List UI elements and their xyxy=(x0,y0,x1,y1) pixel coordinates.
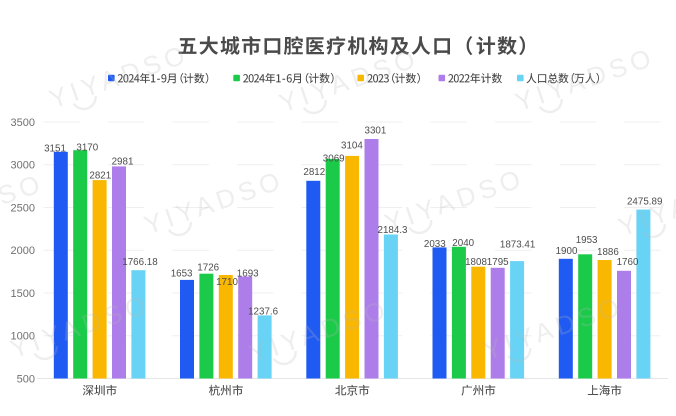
svg-text:2000: 2000 xyxy=(11,245,35,257)
svg-text:3301: 3301 xyxy=(365,125,387,136)
svg-text:1693: 1693 xyxy=(237,268,259,279)
svg-text:2033: 2033 xyxy=(424,239,446,250)
svg-text:3069: 3069 xyxy=(323,154,345,165)
svg-text:2812: 2812 xyxy=(303,167,325,178)
svg-text:2184.3: 2184.3 xyxy=(378,225,409,236)
svg-text:3104: 3104 xyxy=(341,140,363,151)
svg-text:1766.18: 1766.18 xyxy=(122,257,158,268)
svg-text:3500: 3500 xyxy=(11,117,35,129)
svg-text:2500: 2500 xyxy=(11,202,35,214)
svg-text:1886: 1886 xyxy=(597,247,619,258)
svg-text:2981: 2981 xyxy=(112,157,134,168)
svg-text:1953: 1953 xyxy=(576,235,598,246)
svg-text:1726: 1726 xyxy=(197,262,219,273)
svg-text:1873.41: 1873.41 xyxy=(500,240,535,251)
svg-text:3151: 3151 xyxy=(44,143,66,154)
svg-text:1237.6: 1237.6 xyxy=(248,307,279,318)
svg-text:3000: 3000 xyxy=(11,160,35,172)
svg-text:1653: 1653 xyxy=(171,268,193,279)
svg-text:1760: 1760 xyxy=(617,257,639,268)
svg-text:1900: 1900 xyxy=(556,246,578,257)
svg-text:500: 500 xyxy=(17,373,35,385)
svg-text:2821: 2821 xyxy=(89,171,111,182)
svg-text:1710: 1710 xyxy=(216,277,238,288)
svg-text:1795: 1795 xyxy=(487,257,509,268)
svg-text:1808: 1808 xyxy=(465,257,487,268)
svg-text:2475.89: 2475.89 xyxy=(627,196,662,207)
svg-text:2040: 2040 xyxy=(452,238,474,249)
svg-text:1500: 1500 xyxy=(11,288,35,300)
svg-text:3170: 3170 xyxy=(76,142,98,153)
svg-text:1000: 1000 xyxy=(11,331,35,343)
